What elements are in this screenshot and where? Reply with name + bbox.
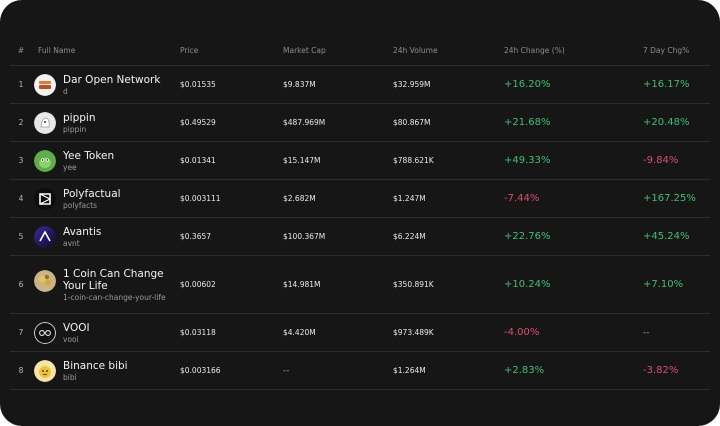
table-row[interactable]: 4 Polyfactual polyfacts $0.003111 $2.682…: [10, 179, 710, 218]
rank-cell: 1: [10, 65, 32, 104]
token-symbol: yee: [63, 162, 77, 172]
token-name: Binance bibi: [63, 359, 128, 372]
change-7d-cell: +20.48%: [643, 103, 710, 142]
price-cell: $0.003166: [180, 351, 283, 390]
polyfactual-logo-icon: [34, 187, 56, 210]
table-header-row: # Full Name Price Market Cap 24h Volume …: [10, 36, 710, 66]
rank-cell: 4: [10, 179, 32, 218]
change-24h-cell: -7.44%: [504, 179, 643, 218]
change-7d-cell: +16.17%: [643, 65, 710, 104]
token-symbol: pippin: [63, 124, 87, 134]
price-cell: $0.00602: [180, 255, 283, 314]
table-row[interactable]: 6 1 Coin Can Change Your Life 1-coin-can…: [10, 255, 710, 314]
volume-cell: $1.247M: [393, 179, 504, 218]
table-row[interactable]: 3 Yee Token yee $0.01341 $15.147M $788.6…: [10, 141, 710, 180]
volume-cell: $350.891K: [393, 255, 504, 314]
avantis-logo-icon: [34, 225, 56, 248]
rank-cell: 7: [10, 313, 32, 352]
vooi-logo-icon: [34, 321, 56, 344]
yee-token-logo-icon: [34, 149, 56, 172]
volume-cell: $788.621K: [393, 141, 504, 180]
volume-cell: $80.867M: [393, 103, 504, 142]
price-cell: $0.3657: [180, 217, 283, 256]
name-cell[interactable]: 1 Coin Can Change Your Life 1-coin-can-c…: [32, 255, 180, 314]
token-table: # Full Name Price Market Cap 24h Volume …: [10, 36, 710, 390]
rank-cell: 8: [10, 351, 32, 390]
change-24h-cell: +10.24%: [504, 255, 643, 314]
change-24h-cell: -4.00%: [504, 313, 643, 352]
table-row[interactable]: 1 Dar Open Network d $0.01535 $9.837M $3…: [10, 65, 710, 104]
change-7d-cell: --: [643, 313, 710, 352]
volume-cell: $973.489K: [393, 313, 504, 352]
name-cell[interactable]: Dar Open Network d: [32, 65, 180, 104]
market-cap-cell: $487.969M: [283, 103, 393, 142]
table-row[interactable]: 2 pippin pippin $0.49529 $487.969M $80.8…: [10, 103, 710, 142]
name-cell[interactable]: Binance bibi bibi: [32, 351, 180, 390]
volume-cell: $32.959M: [393, 65, 504, 104]
rank-cell: 5: [10, 217, 32, 256]
1-coin-logo-icon: [34, 269, 56, 292]
price-cell: $0.03118: [180, 313, 283, 352]
table-row[interactable]: 8 Binance bibi bibi $0.003166 -- $1.264M…: [10, 351, 710, 390]
change-24h-cell: +16.20%: [504, 65, 643, 104]
token-name: Dar Open Network: [63, 73, 161, 86]
token-name: VOOI: [63, 321, 90, 334]
token-name: 1 Coin Can Change Your Life: [63, 267, 164, 292]
market-cap-cell: $100.367M: [283, 217, 393, 256]
token-name: pippin: [63, 111, 96, 124]
binance-bibi-logo-icon: [34, 359, 56, 382]
token-symbol: avnt: [63, 238, 80, 248]
name-cell[interactable]: Polyfactual polyfacts: [32, 179, 180, 218]
token-symbol: polyfacts: [63, 200, 98, 210]
header-24h-volume[interactable]: 24h Volume: [393, 36, 504, 66]
price-cell: $0.49529: [180, 103, 283, 142]
market-cap-cell: --: [283, 351, 393, 390]
header-market-cap[interactable]: Market Cap: [283, 36, 393, 66]
change-24h-cell: +49.33%: [504, 141, 643, 180]
market-cap-cell: $14.981M: [283, 255, 393, 314]
dar-open-network-logo-icon: [34, 73, 56, 96]
name-cell[interactable]: VOOI vooi: [32, 313, 180, 352]
pippin-logo-icon: [34, 111, 56, 134]
token-symbol: d: [63, 86, 68, 96]
change-24h-cell: +22.76%: [504, 217, 643, 256]
volume-cell: $6.224M: [393, 217, 504, 256]
market-cap-cell: $9.837M: [283, 65, 393, 104]
table-row[interactable]: 7 VOOI vooi $0.03118 $4.420M $973.489K -…: [10, 313, 710, 352]
market-cap-cell: $15.147M: [283, 141, 393, 180]
header-full-name[interactable]: Full Name: [32, 36, 180, 66]
token-symbol: 1-coin-can-change-your-life: [63, 292, 166, 302]
change-7d-cell: -3.82%: [643, 351, 710, 390]
price-cell: $0.01341: [180, 141, 283, 180]
volume-cell: $1.264M: [393, 351, 504, 390]
header-7d-change[interactable]: 7 Day Chg%: [643, 36, 710, 66]
rank-cell: 6: [10, 255, 32, 314]
name-cell[interactable]: pippin pippin: [32, 103, 180, 142]
token-name: Avantis: [63, 225, 102, 238]
header-rank: #: [10, 36, 32, 66]
change-7d-cell: +7.10%: [643, 255, 710, 314]
change-24h-cell: +2.83%: [504, 351, 643, 390]
name-cell[interactable]: Avantis avnt: [32, 217, 180, 256]
price-cell: $0.01535: [180, 65, 283, 104]
token-name: Yee Token: [63, 149, 115, 162]
header-24h-change[interactable]: 24h Change (%): [504, 36, 643, 66]
header-price[interactable]: Price: [180, 36, 283, 66]
change-7d-cell: +45.24%: [643, 217, 710, 256]
change-24h-cell: +21.68%: [504, 103, 643, 142]
market-cap-cell: $2.682M: [283, 179, 393, 218]
table-row[interactable]: 5 Avantis avnt $0.3657 $100.367M $6.224M…: [10, 217, 710, 256]
change-7d-cell: +167.25%: [643, 179, 710, 218]
token-symbol: bibi: [63, 372, 77, 382]
name-cell[interactable]: Yee Token yee: [32, 141, 180, 180]
price-cell: $0.003111: [180, 179, 283, 218]
rank-cell: 2: [10, 103, 32, 142]
token-symbol: vooi: [63, 334, 79, 344]
token-name: Polyfactual: [63, 187, 121, 200]
rank-cell: 3: [10, 141, 32, 180]
market-cap-cell: $4.420M: [283, 313, 393, 352]
change-7d-cell: -9.84%: [643, 141, 710, 180]
